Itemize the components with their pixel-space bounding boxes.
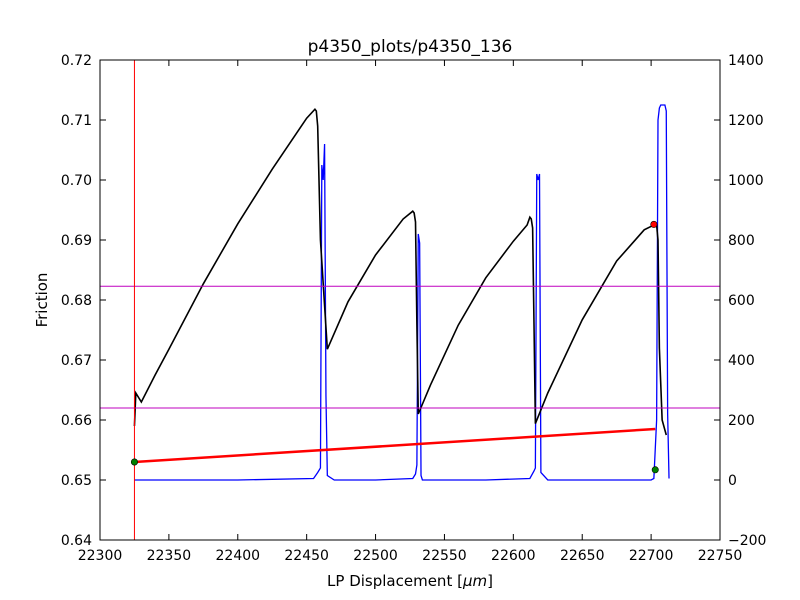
- x-tick-label: 22450: [284, 548, 329, 564]
- x-tick-label: 22300: [78, 548, 123, 564]
- y-tick-label: 0.64: [61, 533, 92, 549]
- y2-tick-label: 1400: [728, 53, 764, 69]
- x-tick-label: 22750: [698, 548, 743, 564]
- friction-series-line: [133, 107, 668, 436]
- y-tick-label: 0.68: [61, 293, 92, 309]
- x-tick-label: 22350: [147, 548, 192, 564]
- end-point: [651, 466, 659, 474]
- y2-tick-label: 800: [728, 233, 755, 249]
- y2-tick-label: 600: [728, 293, 755, 309]
- plot-frame: [100, 60, 720, 540]
- y-tick-label: 0.66: [61, 413, 92, 429]
- peak-point: [650, 220, 658, 228]
- y2-tick-label: 1200: [728, 113, 764, 129]
- y-tick-label: 0.67: [61, 353, 92, 369]
- y-tick-label: 0.71: [61, 113, 92, 129]
- start-point: [130, 458, 138, 466]
- y-tick-label: 0.69: [61, 233, 92, 249]
- y-tick-label: 0.65: [61, 473, 92, 489]
- y-axis-label: Friction: [33, 273, 51, 328]
- x-tick-label: 22550: [422, 548, 467, 564]
- x-tick-label: 22700: [629, 548, 674, 564]
- y2-tick-label: 400: [728, 353, 755, 369]
- x-axis-label: LP Displacement [μm]: [327, 572, 493, 590]
- x-tick-label: 22400: [216, 548, 261, 564]
- y2-tick-label: 1000: [728, 173, 764, 189]
- y-tick-label: 0.70: [61, 173, 92, 189]
- y2-tick-label: 0: [728, 473, 737, 489]
- fit-line: [134, 427, 656, 464]
- x-tick-label: 22600: [491, 548, 536, 564]
- chart-title: p4350_plots/p4350_136: [308, 37, 513, 57]
- y2-tick-label: 200: [728, 413, 755, 429]
- secondary-series-line: [134, 104, 670, 481]
- x-tick-label: 22650: [560, 548, 605, 564]
- y2-tick-label: −200: [728, 533, 766, 549]
- x-tick-label: 22500: [353, 548, 398, 564]
- y-tick-label: 0.72: [61, 53, 92, 69]
